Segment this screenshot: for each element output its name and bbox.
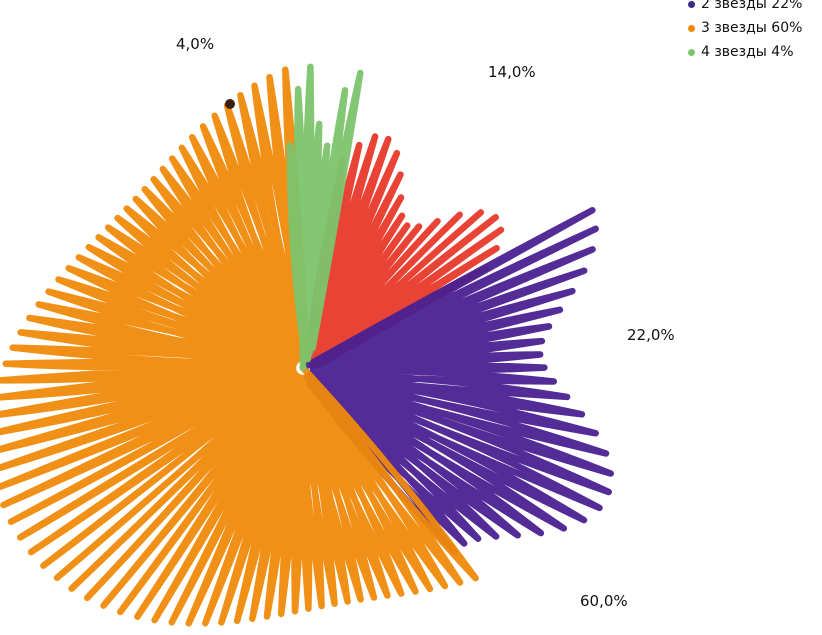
- pie-slice-4-stars: [286, 63, 364, 372]
- legend-label: 3 звезды 60%: [701, 20, 803, 36]
- legend-item-3-stars: 3 звезды 60%: [688, 16, 802, 40]
- pen-tip-mark: [225, 99, 235, 109]
- legend-label: 2 звезды 22%: [701, 0, 803, 12]
- legend-item-2-stars: 2 звезды 22%: [688, 0, 802, 16]
- slice-label-2-stars: 22,0%: [627, 326, 675, 344]
- slice-label-1-star: 14,0%: [488, 63, 536, 81]
- legend-item-4-stars: 4 звезды 4%: [688, 40, 802, 64]
- legend: 2 звезды 22% 3 звезды 60% 4 звезды 4%: [688, 0, 802, 64]
- slice-label-3-stars: 60,0%: [580, 592, 628, 610]
- slice-label-4-stars: 4,0%: [176, 35, 214, 53]
- pie-slice-2-stars: [299, 206, 614, 556]
- pie-slice-3-stars: [0, 66, 479, 627]
- legend-marker-icon: [688, 48, 695, 56]
- pie-slice-1-star: [299, 133, 505, 372]
- legend-marker-icon: [688, 0, 695, 8]
- legend-label: 4 звезды 4%: [701, 44, 794, 60]
- legend-marker-icon: [688, 24, 695, 32]
